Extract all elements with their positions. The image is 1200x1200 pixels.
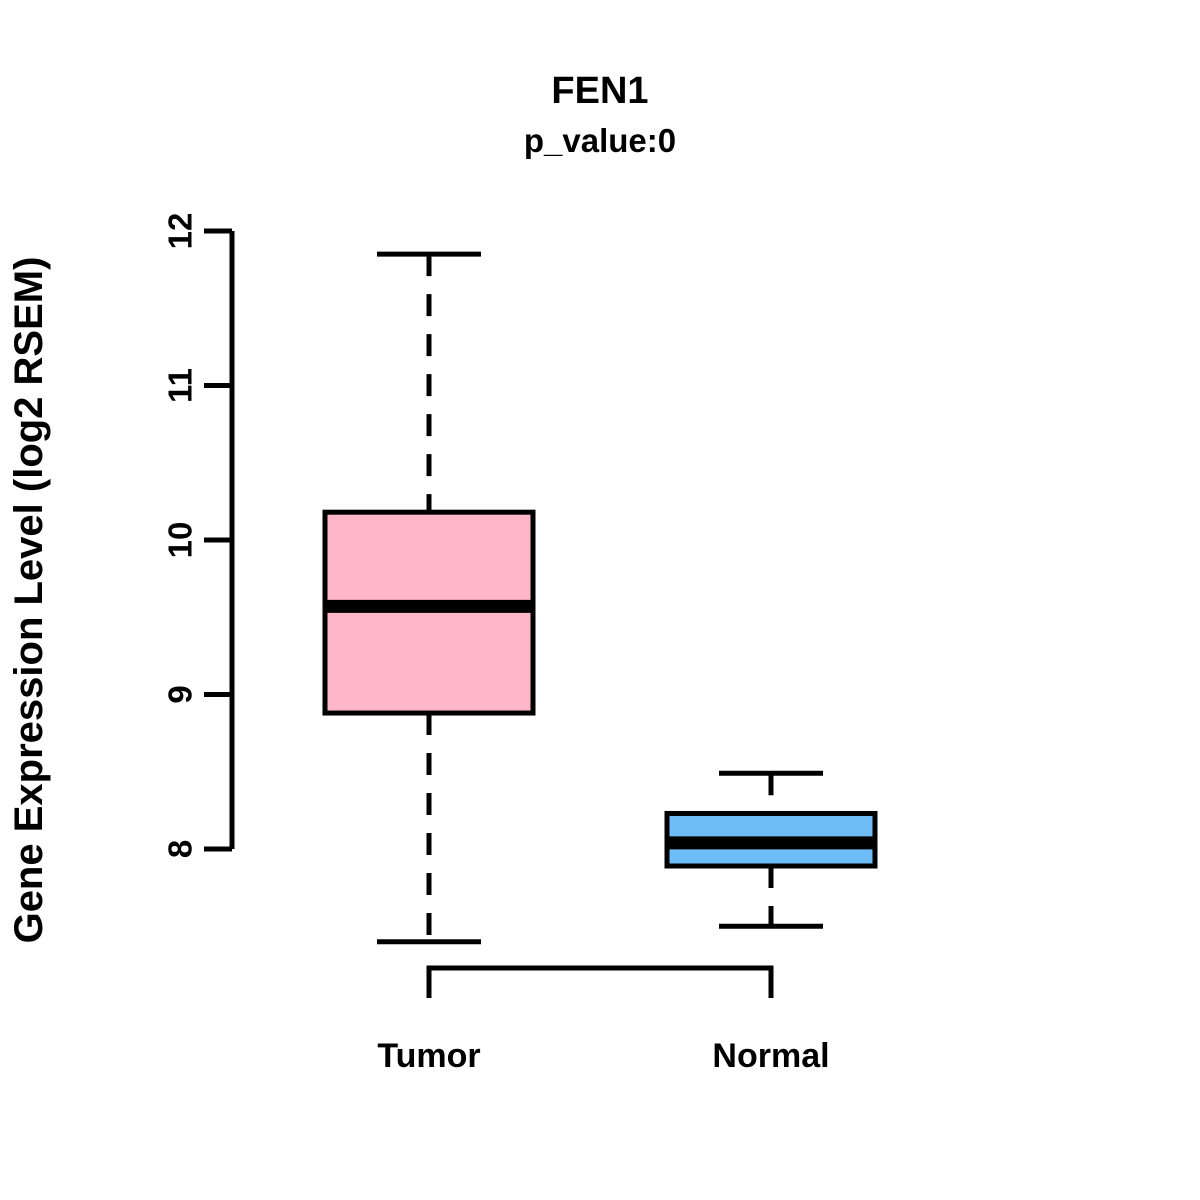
y-axis-tick-label: 10 [162,522,199,559]
box-plot-group [664,770,878,929]
y-axis-tick-label: 8 [162,840,199,858]
x-axis-category-label: Tumor [377,1037,480,1075]
y-axis-tick-label: 12 [162,213,199,250]
x-axis [426,965,774,998]
y-axis [204,228,235,852]
chart-subtitle: p_value:0 [524,122,676,159]
y-axis-tick-label: 11 [162,368,199,403]
y-axis-tick-labels: 8 9 10 11 12 [162,213,199,859]
x-axis-category-labels: Tumor Normal [377,1037,829,1075]
y-axis-tick-label: 9 [162,685,199,703]
box-series [322,251,878,945]
y-axis-title: Gene Expression Level (log2 RSEM) [7,257,51,944]
box-plot-group [322,251,536,945]
x-axis-category-label: Normal [712,1037,829,1075]
x-axis-bracket [426,965,774,998]
chart-title: FEN1 [551,70,648,112]
